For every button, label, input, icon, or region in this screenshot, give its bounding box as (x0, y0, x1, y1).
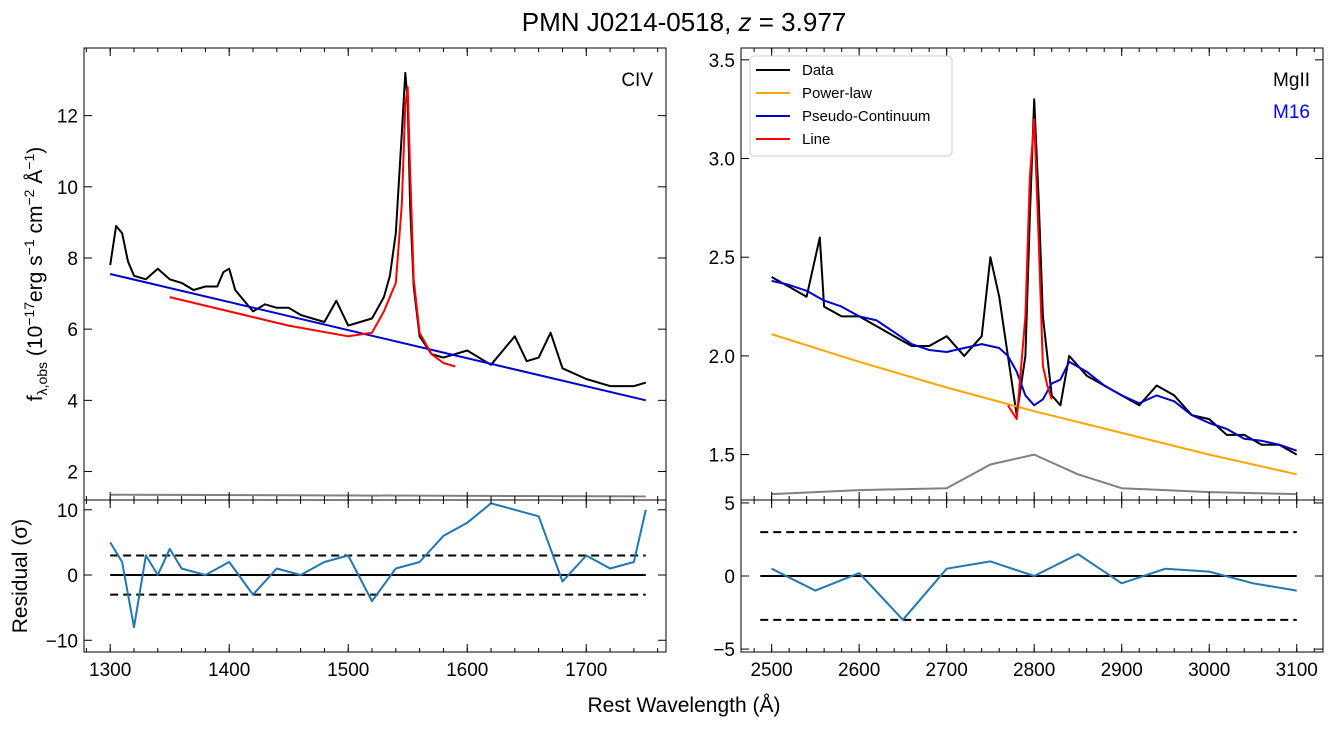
x-tick-label: 1400 (208, 660, 250, 681)
series-power-law-line (109, 273, 647, 402)
m16-label: M16 (1273, 102, 1310, 123)
legend-box (749, 55, 953, 157)
y-tick-label: 12 (57, 107, 78, 128)
x-tick-label: 3100 (1276, 660, 1318, 681)
plot-area-0 (109, 71, 647, 498)
x-tick-label: 2600 (838, 660, 880, 681)
x-tick-label: 2700 (926, 660, 968, 681)
mgii-line-label: MgII (1273, 70, 1310, 91)
series-error-line (110, 493, 646, 498)
civ-residual-axes (83, 499, 667, 653)
x-tick-label: 2900 (1101, 660, 1143, 681)
civ-spectrum-axes (83, 47, 667, 501)
plot-area-3 (760, 531, 1297, 621)
x-tick-label: 1700 (565, 660, 607, 681)
y-tick-label: 3.0 (709, 150, 735, 171)
x-tick-label: 1500 (327, 660, 369, 681)
series-data-line (109, 71, 647, 388)
x-tick-label: 2800 (1013, 660, 1055, 681)
legend-label-pseudo: Pseudo-Continuum (802, 108, 930, 125)
series-line-line (169, 86, 456, 368)
civ-line-label: CIV (621, 70, 653, 91)
legend-label-powerlaw: Power-law (802, 85, 872, 102)
y-tick-label: 1.5 (709, 446, 735, 467)
series-line-line (1007, 118, 1053, 421)
plot-area-2 (109, 502, 647, 629)
series-pseudo-continuum-line (771, 279, 1298, 452)
y-tick-label: 4 (67, 391, 78, 412)
y-tick-label: 0 (724, 567, 735, 588)
x-tick-label: 1600 (446, 660, 488, 681)
y-tick-label: 0 (67, 566, 78, 587)
legend-label-line: Line (802, 131, 830, 148)
series-power-law-line (771, 333, 1297, 476)
legend: Data Power-law Pseudo-Continuum Line (749, 55, 953, 157)
y-tick-label: 10 (57, 501, 78, 522)
series-data-line (771, 98, 1298, 456)
legend-label-data: Data (802, 62, 834, 79)
y-axis-label-residual: Residual (σ) (9, 519, 32, 634)
series-residual-line (109, 502, 647, 629)
series-error-line (771, 453, 1297, 496)
y-tick-label: 8 (67, 249, 78, 270)
figure-title: PMN J0214-0518, z = 3.977 (522, 7, 847, 37)
y-tick-label: 5 (724, 494, 735, 515)
x-axis-label: Rest Wavelength (Å) (588, 694, 781, 717)
plot-area-1 (771, 98, 1298, 496)
y-tick-label: 2 (67, 463, 78, 484)
y-axis-label-flux: fλ,obs (10−17erg s−1 cm−2 Å−1) (21, 147, 50, 402)
series-residual-line (771, 553, 1297, 621)
x-tick-label: 1300 (89, 660, 131, 681)
y-tick-label: 2.0 (709, 347, 735, 368)
y-tick-label: 3.5 (709, 51, 735, 72)
y-tick-label: 10 (57, 178, 78, 199)
y-tick-label: 6 (67, 320, 78, 341)
y-tick-label: −5 (713, 640, 735, 661)
y-tick-label: 2.5 (709, 248, 735, 269)
x-tick-label: 3000 (1188, 660, 1230, 681)
x-tick-label: 2500 (750, 660, 792, 681)
y-tick-label: −10 (46, 631, 78, 652)
